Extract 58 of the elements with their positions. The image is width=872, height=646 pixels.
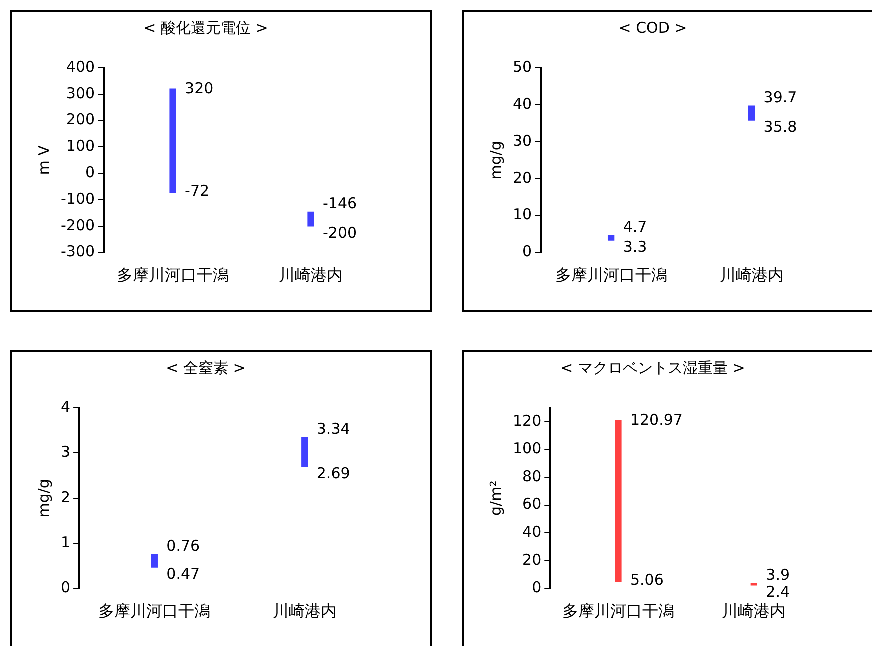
x-tick-label: 多摩川河口干潟 xyxy=(117,266,230,285)
y-tick-label: 120 xyxy=(512,412,542,430)
y-tick-label: 3 xyxy=(60,443,71,462)
annotation: 5.06 xyxy=(630,571,664,590)
y-tick-label: 20 xyxy=(522,550,542,569)
annotation: 2.69 xyxy=(316,464,350,483)
y-tick-label: 0 xyxy=(532,578,542,597)
annotation: -200 xyxy=(323,224,358,242)
annotation: 120.97 xyxy=(630,410,683,429)
annotation: 39.7 xyxy=(764,88,798,106)
x-tick-label: 多摩川河口干潟 xyxy=(562,602,674,621)
y-tick-label: 0 xyxy=(522,242,532,261)
annotation: 35.8 xyxy=(764,118,798,136)
annotation: 2.4 xyxy=(766,582,790,601)
x-tick-label: 川崎港内 xyxy=(272,602,337,621)
chart-title: < COD > xyxy=(618,18,688,37)
annotation: -72 xyxy=(185,182,210,200)
x-tick-label: 多摩川河口干潟 xyxy=(555,266,668,285)
y-tick-label: -100 xyxy=(60,190,96,208)
y-tick-label: 100 xyxy=(66,137,96,156)
annotation: 4.7 xyxy=(623,218,648,236)
chart-title: < マクロベントス湿重量 > xyxy=(560,358,746,377)
y-tick-label: 100 xyxy=(512,440,542,458)
y-tick-label: 30 xyxy=(512,132,532,150)
annotation: 0.76 xyxy=(166,536,200,555)
y-axis-title: g/m² xyxy=(486,480,505,516)
y-tick-label: 400 xyxy=(66,58,96,76)
y-tick-label: -300 xyxy=(60,242,96,261)
annotation: 3.34 xyxy=(316,420,350,438)
x-tick-label: 川崎港内 xyxy=(279,266,344,285)
annotation: 0.47 xyxy=(166,564,200,583)
y-tick-label: 0 xyxy=(60,578,71,597)
x-tick-label: 多摩川河口干潟 xyxy=(98,602,211,621)
y-tick-label: 200 xyxy=(66,110,96,129)
x-tick-label: 川崎港内 xyxy=(722,602,786,621)
y-tick-label: 2 xyxy=(60,488,71,506)
annotation: 320 xyxy=(185,80,214,98)
x-tick-label: 川崎港内 xyxy=(720,266,784,285)
y-tick-label: 0 xyxy=(85,163,96,182)
y-tick-label: 40 xyxy=(522,523,542,542)
chart-title: < 酸化還元電位 > xyxy=(144,18,268,37)
y-tick-label: 4 xyxy=(60,398,71,416)
annotation: -146 xyxy=(323,194,358,213)
annotation: 3.9 xyxy=(766,566,790,584)
y-axis-title: mg/g xyxy=(486,141,505,180)
y-tick-label: 1 xyxy=(60,533,71,552)
y-tick-label: 20 xyxy=(512,168,532,187)
chart-title: < 全窒素 > xyxy=(166,358,246,377)
y-tick-label: 10 xyxy=(512,206,532,224)
y-tick-label: -200 xyxy=(60,216,96,234)
y-tick-label: 80 xyxy=(522,467,542,486)
y-tick-label: 300 xyxy=(66,84,96,102)
annotation: 3.3 xyxy=(623,238,648,256)
y-tick-label: 60 xyxy=(522,495,542,514)
y-tick-label: 40 xyxy=(512,94,532,113)
y-axis-title: m V xyxy=(34,144,53,176)
y-tick-label: 50 xyxy=(512,58,532,76)
y-axis-title: mg/g xyxy=(34,479,53,518)
